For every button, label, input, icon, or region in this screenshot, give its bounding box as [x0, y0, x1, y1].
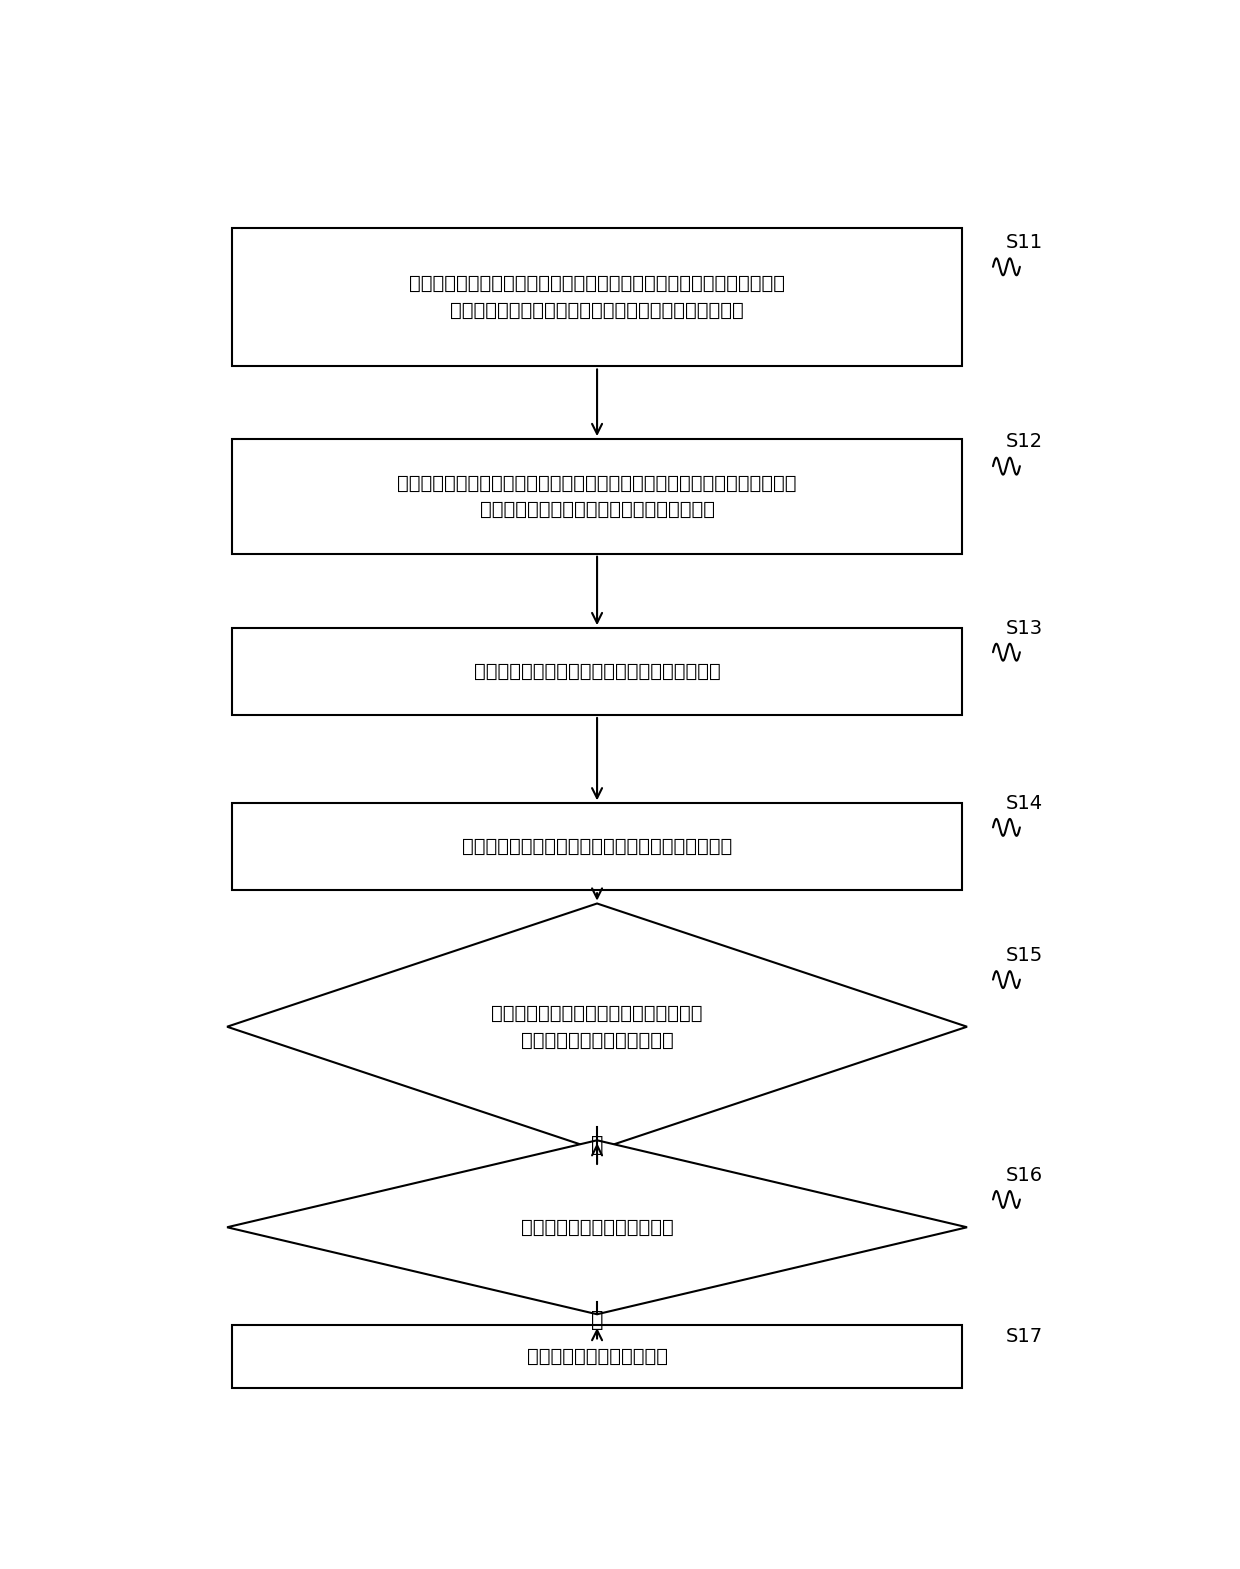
Text: 提取预处理光谱数据中的地理位置信息，并根据地理位置信息对预处理光谱数
据设置相对应的产地标签，得到重建光谱数据: 提取预处理光谱数据中的地理位置信息，并根据地理位置信息对预处理光谱数 据设置相对…	[397, 474, 797, 519]
Bar	[232, 803, 962, 890]
Text: S15: S15	[1006, 946, 1043, 965]
Text: 将训练模型判定为预测模型: 将训练模型判定为预测模型	[527, 1348, 667, 1367]
Text: S17: S17	[1006, 1326, 1043, 1346]
Bar	[232, 1326, 962, 1389]
Text: S16: S16	[1006, 1166, 1043, 1185]
Text: S14: S14	[1006, 794, 1043, 813]
Text: 否: 否	[590, 1134, 604, 1155]
Text: 否: 否	[590, 1310, 604, 1329]
Text: 利用测试集数据对训练模型进行测试，以
判断训练模型是否存在过拟合: 利用测试集数据对训练模型进行测试，以 判断训练模型是否存在过拟合	[491, 1004, 703, 1050]
Text: S11: S11	[1006, 234, 1043, 253]
Text: S12: S12	[1006, 433, 1043, 452]
Text: 判断预测模型是否存在欠拟合: 判断预测模型是否存在欠拟合	[521, 1218, 673, 1236]
Polygon shape	[227, 1141, 967, 1315]
Bar	[232, 439, 962, 554]
Polygon shape	[227, 904, 967, 1150]
Text: S13: S13	[1006, 618, 1043, 637]
Bar	[232, 228, 962, 367]
Text: 利用近红外光谱分析技术采集不同产地、相同类型目标水果的原始光谱数
据，并对原始光谱数据进行预处理，得到预处理光谱数据: 利用近红外光谱分析技术采集不同产地、相同类型目标水果的原始光谱数 据，并对原始光…	[409, 275, 785, 320]
Text: 从重建光谱数据中选取训练集数据和测试集数据: 从重建光谱数据中选取训练集数据和测试集数据	[474, 662, 720, 681]
Text: 基于分类算法对训练集数据进行训练，得到训练模型: 基于分类算法对训练集数据进行训练，得到训练模型	[463, 838, 732, 857]
Bar	[232, 628, 962, 715]
